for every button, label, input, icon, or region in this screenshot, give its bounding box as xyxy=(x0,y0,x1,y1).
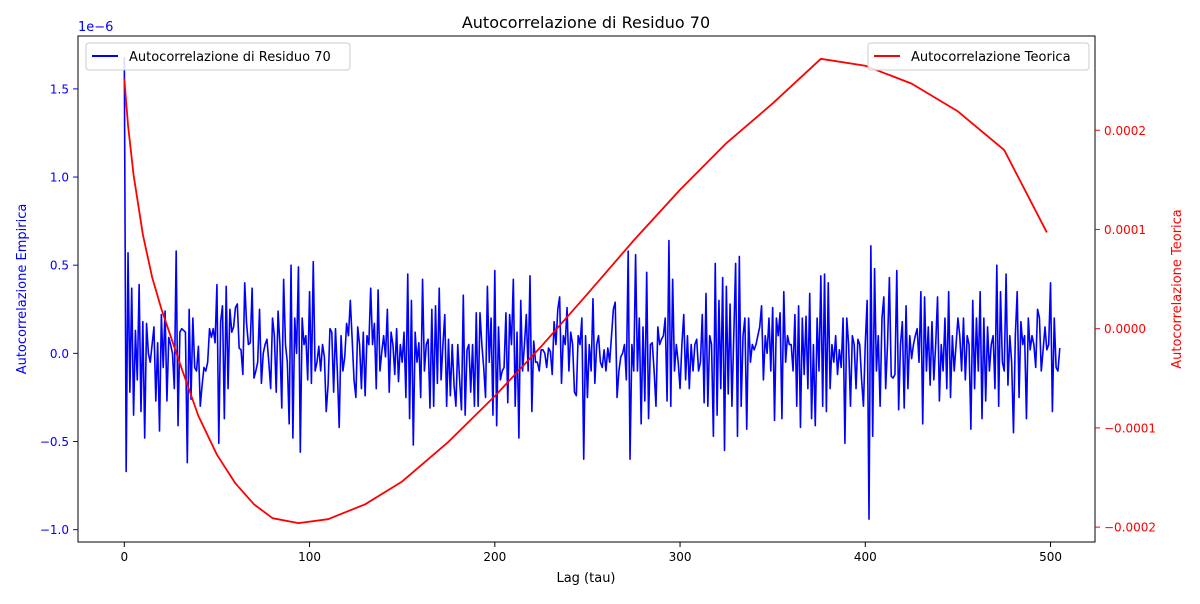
legend-theoretical-box xyxy=(867,42,1090,71)
x-tick-label: 400 xyxy=(854,550,877,564)
x-tick-label: 300 xyxy=(669,550,692,564)
series-line-theoretical xyxy=(123,57,1048,525)
plot-area xyxy=(123,57,1061,525)
x-axis-label: Lag (tau) xyxy=(556,571,615,586)
series-line-empirical xyxy=(123,57,1061,520)
y-right-tick-label: −0.0001 xyxy=(1104,421,1156,435)
y-left-tick-label: 0.5 xyxy=(50,259,69,273)
x-tick-label: 0 xyxy=(120,550,128,564)
y-left-offset-text: 1e−6 xyxy=(78,20,113,35)
legend-theoretical-label: Autocorrelazione Teorica xyxy=(911,50,1071,65)
y-right-tick-label: 0.0001 xyxy=(1104,223,1146,237)
legend-empirical: Autocorrelazione di Residuo 70 xyxy=(85,42,351,71)
y-right-tick-label: 0.0000 xyxy=(1104,322,1146,336)
y-right-tick-label: −0.0002 xyxy=(1104,521,1156,535)
plot-frame xyxy=(77,35,1096,543)
legend-empirical-box xyxy=(85,42,351,71)
y-left-tick-label: 1.0 xyxy=(50,171,69,185)
y-left-tick-label: −1.0 xyxy=(40,523,69,537)
y-left-tick-label: 1.5 xyxy=(50,82,69,96)
legend-empirical-label: Autocorrelazione di Residuo 70 xyxy=(129,50,331,65)
axes: 0 100 200 300 400 500 −1.0 −0.5 0.0 0.5 1.0 1.5 −0.0… xyxy=(40,35,1156,564)
y-left-tick-label: 0.0 xyxy=(50,347,69,361)
y-right-tick-label: 0.0002 xyxy=(1104,124,1146,138)
x-tick-label: 500 xyxy=(1039,550,1062,564)
legend-theoretical: Autocorrelazione Teorica xyxy=(867,42,1090,71)
x-tick-label: 100 xyxy=(298,550,321,564)
y-left-tick-label: −0.5 xyxy=(40,435,69,449)
y-right-axis-label: Autocorrelazione Teorica xyxy=(1170,209,1185,369)
y-left-axis-label: Autocorrelazione Empirica xyxy=(15,204,30,375)
x-tick-label: 200 xyxy=(483,550,506,564)
chart-title: Autocorrelazione di Residuo 70 xyxy=(462,13,710,32)
